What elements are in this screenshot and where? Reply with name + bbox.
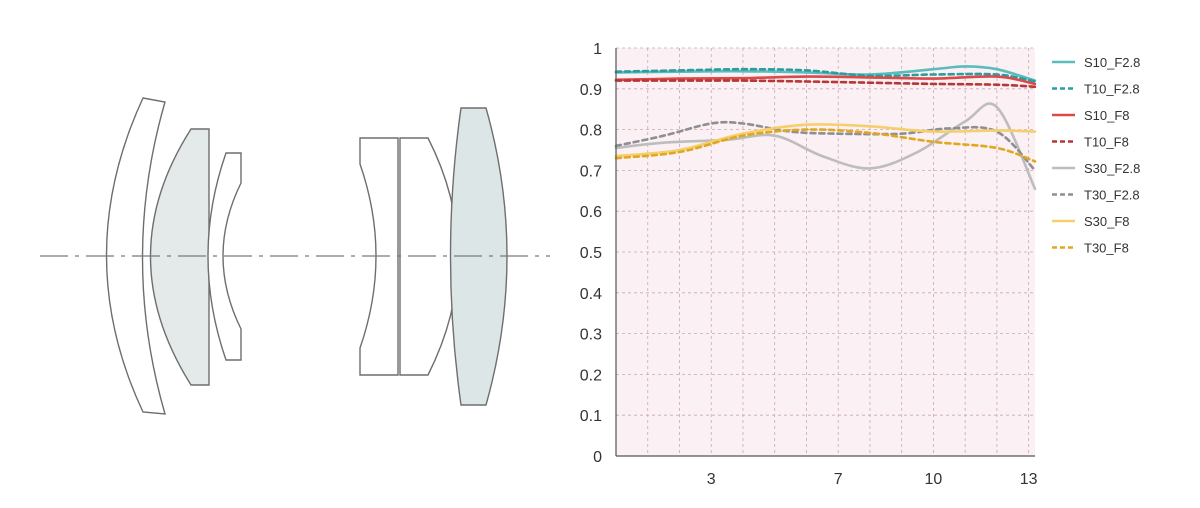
grid bbox=[616, 47, 1035, 456]
y-tick-label: 0 bbox=[593, 449, 602, 466]
y-tick-label: 0.9 bbox=[580, 82, 602, 99]
lens-element-3 bbox=[207, 152, 242, 361]
axes: 00.10.20.30.40.50.60.70.80.913 7 10 13 bbox=[580, 41, 1038, 488]
series-layer bbox=[614, 65, 1037, 191]
series-line-t30-f2-8 bbox=[614, 120, 1037, 172]
legend-label-s10-f2-8: S10_F2.8 bbox=[1084, 55, 1140, 70]
y-tick-label: 1 bbox=[593, 41, 602, 58]
lens-element-2 bbox=[149, 128, 210, 386]
y-tick-label: 0.1 bbox=[580, 408, 602, 425]
y-tick-label: 0.4 bbox=[580, 286, 602, 303]
y-tick-label: 0.7 bbox=[580, 163, 602, 180]
series-line-t10-f2-8 bbox=[614, 67, 1037, 83]
y-tick-label: 0.3 bbox=[580, 327, 602, 344]
series-line-s10-f8 bbox=[614, 75, 1037, 86]
y-tick-label: 0.6 bbox=[580, 204, 602, 221]
x-tick-label: 13 bbox=[1020, 471, 1038, 488]
y-tick-label: 0.5 bbox=[580, 245, 602, 262]
legend-label-t10-f2-8: T10_F2.8 bbox=[1084, 82, 1140, 97]
y-tick-label: 0.2 bbox=[580, 367, 602, 384]
lens-cross-section-diagram bbox=[40, 97, 550, 415]
legend: S10_F2.8 T10_F2.8 S10_F8 T10_F8 S30_F2.8 T30_… bbox=[1052, 55, 1140, 256]
legend-label-s10-f8: S10_F8 bbox=[1084, 108, 1130, 123]
series-line-s30-f8 bbox=[614, 122, 1037, 158]
legend-label-t10-f8: T10_F8 bbox=[1084, 135, 1129, 150]
x-tick-label: 3 bbox=[707, 471, 716, 488]
legend-label-t30-f2-8: T30_F2.8 bbox=[1084, 188, 1140, 203]
series-line-t10-f8 bbox=[614, 79, 1037, 89]
legend-label-s30-f2-8: S30_F2.8 bbox=[1084, 161, 1140, 176]
x-tick-label: 7 bbox=[834, 471, 843, 488]
legend-label-s30-f8: S30_F8 bbox=[1084, 214, 1130, 229]
x-tick-label: 10 bbox=[925, 471, 943, 488]
mtf-chart: 00.10.20.30.40.50.60.70.80.913 7 10 13 S10_… bbox=[580, 41, 1141, 488]
series-line-t30-f8 bbox=[614, 128, 1037, 163]
y-tick-label: 0.8 bbox=[580, 123, 602, 140]
series-line-s30-f2-8 bbox=[614, 102, 1037, 191]
legend-label-t30-f8: T30_F8 bbox=[1084, 241, 1129, 256]
